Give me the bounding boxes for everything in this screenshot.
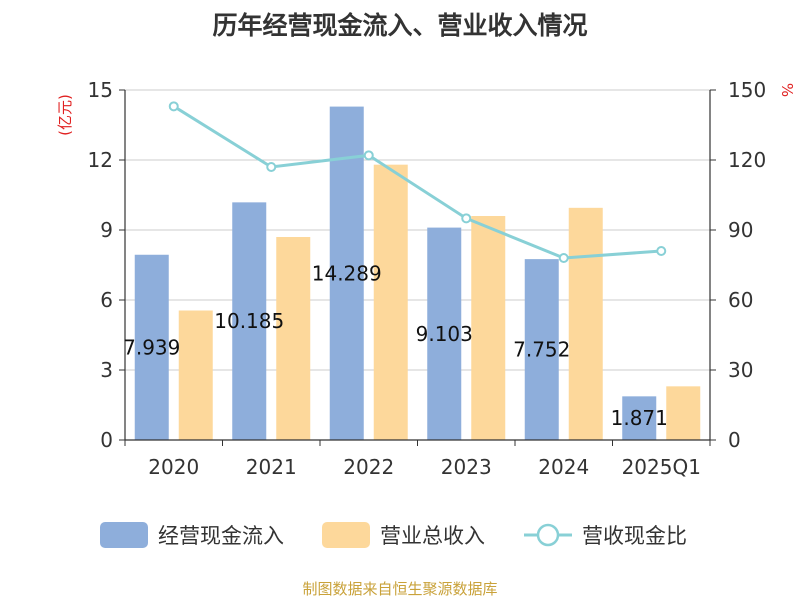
y-right-tick-label: 90 [728,218,753,242]
y-left-tick-label: 3 [100,358,113,382]
grid-lines [125,89,710,371]
bar-series [134,106,701,440]
y-right-tick-label: 30 [728,358,753,382]
bar [427,227,462,440]
bar [471,216,506,440]
chart-title: 历年经营现金流入、营业收入情况 [212,11,588,40]
bar [134,254,169,440]
bar [276,237,311,440]
bar-data-label: 9.103 [416,322,473,346]
bar-data-label: 7.939 [123,335,180,359]
bar [568,207,603,440]
legend-swatch [100,522,148,548]
y-right-tick-label: 150 [728,78,766,102]
bar [524,259,559,440]
y-right-tick-label: 0 [728,428,741,452]
y-left-tick-label: 0 [100,428,113,452]
legend: 经营现金流入 营业总收入 营收现金比 [100,522,687,548]
bar [178,310,213,440]
line-point [656,246,667,256]
y-right-tick-label: 60 [728,288,753,312]
legend-label: 营业总收入 [380,524,485,548]
bar-data-label: 7.752 [513,338,570,362]
legend-swatch [322,522,370,548]
source-note: 制图数据来自恒生聚源数据库 [302,580,498,598]
y-left-axis-label: (亿元) [56,94,74,136]
series-line [172,105,662,260]
legend-label: 经营现金流入 [158,524,284,548]
bar [622,396,657,440]
y-left-tick-label: 15 [88,78,113,102]
bar [329,106,364,440]
x-tick-label: 2024 [538,455,589,479]
x-tick-label: 2023 [441,455,492,479]
x-tick-label: 2021 [246,455,297,479]
bar-data-label: 14.289 [312,261,382,285]
x-tick-label: 2020 [148,455,199,479]
x-tick-label: 2025Q1 [622,455,701,479]
line-point [558,253,569,263]
line-point [363,150,374,161]
y-right-axis-label: % [778,83,796,97]
line-series [168,101,667,263]
y-left-tick-label: 9 [100,218,113,242]
bar [373,164,408,440]
line-point [461,213,472,224]
line-point [168,101,179,112]
y-left-tick-label: 12 [88,148,113,172]
bar-data-label: 10.185 [214,309,284,333]
legend-marker [536,523,560,547]
y-right-tick-label: 120 [728,148,766,172]
data-labels: 7.939 10.185 14.289 9.103 7.752 1.871 [123,261,668,430]
bar [666,386,701,440]
x-tick-label: 2022 [343,455,394,479]
bar-data-label: 1.871 [611,406,668,430]
y-left-tick-label: 6 [100,288,113,312]
bar [232,202,267,440]
legend-label: 营收现金比 [582,524,687,548]
line-point [266,162,277,172]
